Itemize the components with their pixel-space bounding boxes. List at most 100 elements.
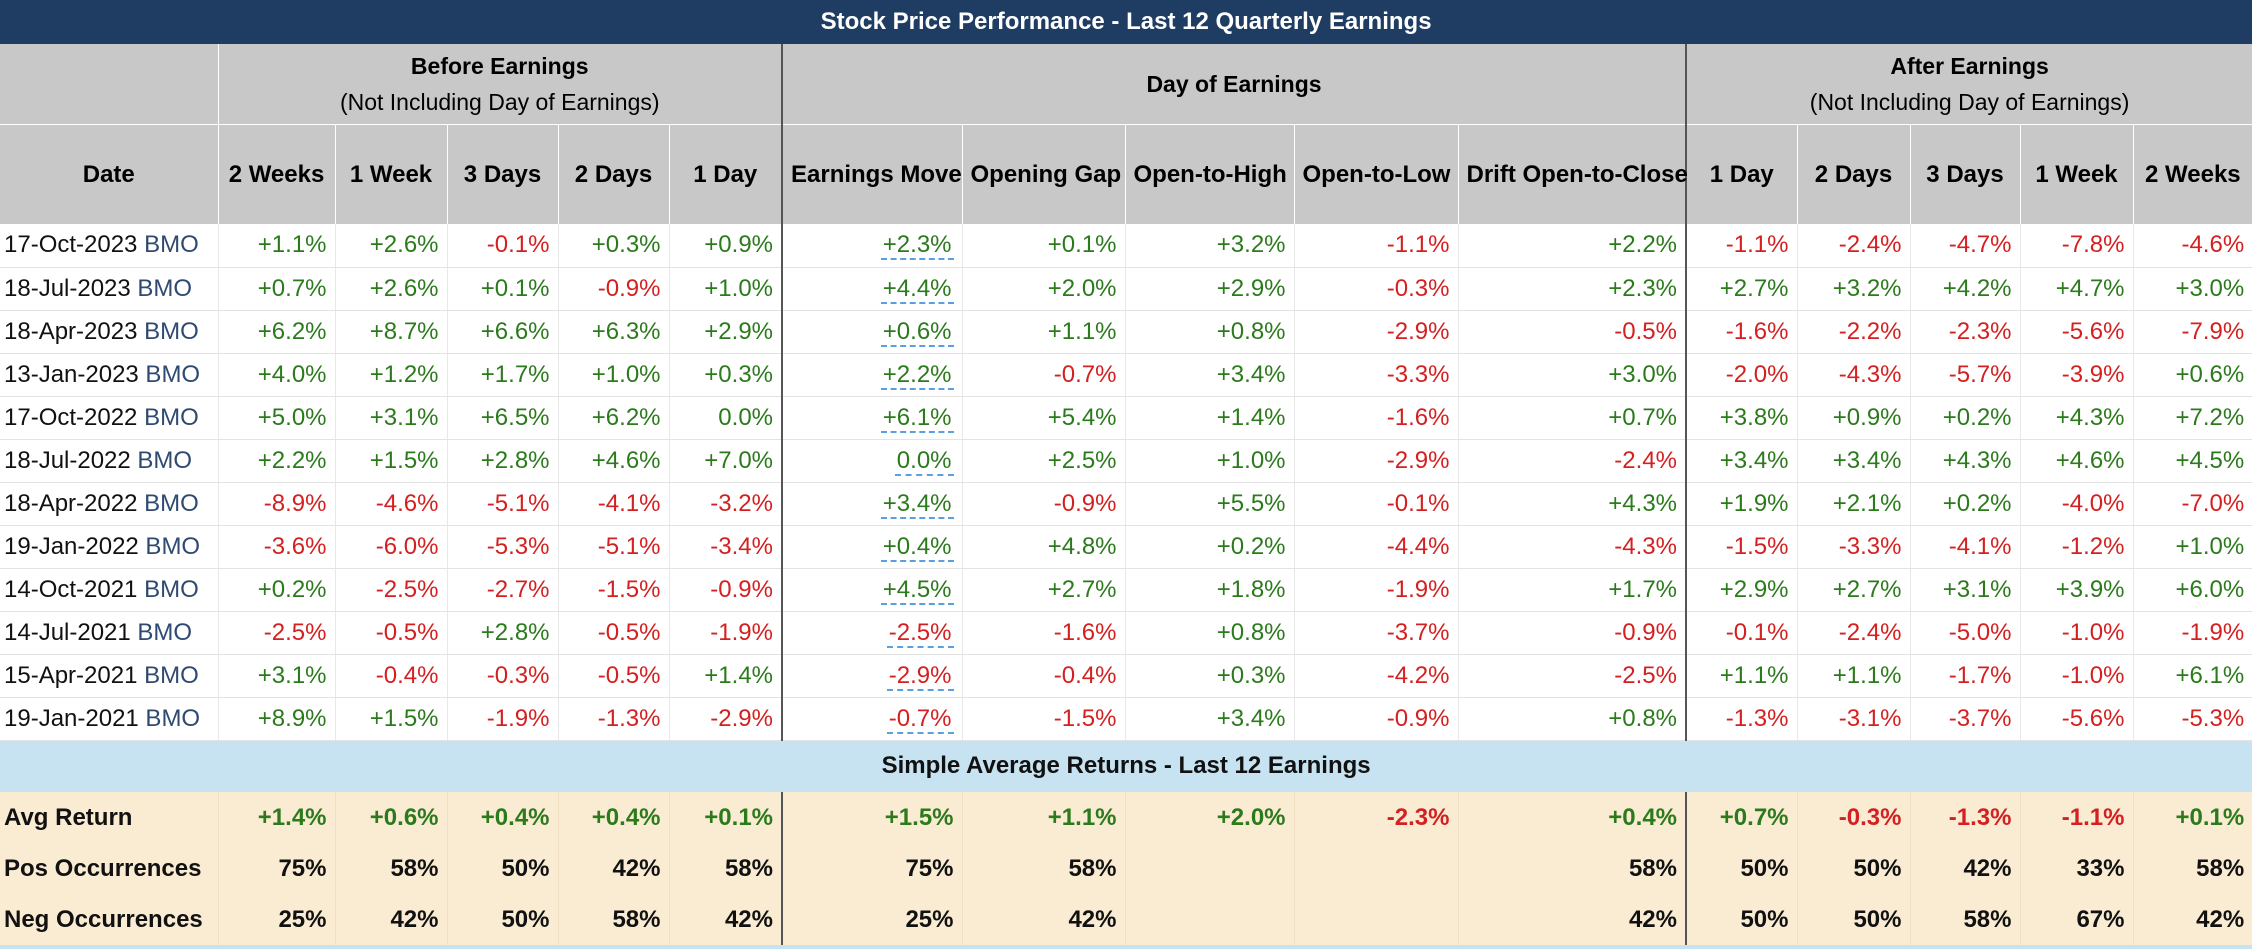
row-date: 14-Jul-2021 BMO [0, 611, 218, 655]
row-date: 18-Apr-2023 BMO [0, 310, 218, 354]
summary-title: Simple Average Returns - Last 12 Earning… [0, 740, 2252, 792]
summary-cell-day-1: 42% [961, 894, 1125, 945]
cell-day-4: -0.5% [1457, 310, 1686, 354]
column-header-date: Date [0, 124, 218, 224]
earnings-move-link[interactable]: -2.5% [781, 611, 962, 655]
cell-before-1: +2.6% [334, 224, 447, 268]
cell-day-1: +1.1% [961, 310, 1125, 354]
column-header-before-1-day: 1 Day [668, 124, 782, 224]
summary-cell-before-3: 58% [557, 894, 669, 945]
summary-cell-before-2: 50% [446, 843, 558, 894]
ticker-label: BMO [138, 360, 201, 388]
cell-before-2: +6.5% [446, 396, 558, 440]
summary-cell-day-1: +1.1% [961, 792, 1125, 843]
row-date: 19-Jan-2022 BMO [0, 525, 218, 569]
earnings-move-link[interactable]: +6.1% [781, 396, 962, 440]
cell-day-2: +0.2% [1124, 525, 1294, 569]
cell-after-4: +3.0% [2132, 267, 2252, 311]
table-row: 17-Oct-2023 BMO +1.1% +2.6% -0.1% +0.3% +0.9%… [0, 224, 2252, 268]
cell-before-4: 0.0% [668, 396, 782, 440]
summary-cell-after-4: 58% [2132, 843, 2252, 894]
summary-cell-after-3: 67% [2019, 894, 2133, 945]
cell-before-1: -2.5% [334, 568, 447, 612]
cell-day-3: -1.6% [1293, 396, 1458, 440]
cell-after-0: +3.8% [1685, 396, 1797, 440]
summary-row: Neg Occurrences 25% 42% 50% 58% 42% 25% 42% 42% 5… [0, 894, 2252, 945]
cell-after-4: +6.0% [2132, 568, 2252, 612]
cell-day-2: +3.4% [1124, 353, 1294, 397]
cell-after-3: -5.6% [2019, 310, 2133, 354]
cell-after-2: +0.2% [1909, 396, 2020, 440]
earnings-move-link[interactable]: 0.0% [781, 439, 962, 483]
column-header-after-2-weeks: 2 Weeks [2132, 124, 2252, 224]
column-header-before-2-days: 2 Days [557, 124, 669, 224]
table-row: 19-Jan-2022 BMO -3.6% -6.0% -5.3% -5.1% -3.4%… [0, 525, 2252, 569]
cell-before-3: +4.6% [557, 439, 669, 483]
cell-day-1: -0.7% [961, 353, 1125, 397]
cell-day-4: +1.7% [1457, 568, 1686, 612]
summary-row: Pos Occurrences 75% 58% 50% 42% 58% 75% 58% 58% 5… [0, 843, 2252, 894]
cell-before-1: +1.2% [334, 353, 447, 397]
row-date: 13-Jan-2023 BMO [0, 353, 218, 397]
cell-day-2: +1.4% [1124, 396, 1294, 440]
earnings-move-link[interactable]: +2.3% [781, 224, 962, 268]
column-header-day-open-to-high: Open-to-High [1124, 124, 1294, 224]
cell-after-2: -5.0% [1909, 611, 2020, 655]
cell-before-4: -0.9% [668, 568, 782, 612]
earnings-move-link[interactable]: +2.2% [781, 353, 962, 397]
bottom-strip [0, 945, 2252, 949]
cell-after-3: +4.6% [2019, 439, 2133, 483]
cell-day-1: +2.5% [961, 439, 1125, 483]
row-date: 18-Apr-2022 BMO [0, 482, 218, 526]
earnings-move-link[interactable]: +0.6% [781, 310, 962, 354]
summary-cell-before-0: 25% [217, 894, 335, 945]
cell-day-3: -0.3% [1293, 267, 1458, 311]
column-header-before-2-weeks: 2 Weeks [217, 124, 335, 224]
cell-after-3: +4.3% [2019, 396, 2133, 440]
cell-before-0: +0.2% [217, 568, 335, 612]
row-date: 14-Oct-2021 BMO [0, 568, 218, 612]
cell-after-0: +1.9% [1685, 482, 1797, 526]
cell-day-2: +2.9% [1124, 267, 1294, 311]
cell-before-3: -4.1% [557, 482, 669, 526]
cell-before-2: +6.6% [446, 310, 558, 354]
cell-after-1: -3.1% [1796, 697, 1910, 741]
cell-day-3: -0.1% [1293, 482, 1458, 526]
cell-before-4: +7.0% [668, 439, 782, 483]
column-header-after-1-day: 1 Day [1685, 124, 1797, 224]
earnings-move-link[interactable]: +3.4% [781, 482, 962, 526]
earnings-move-link[interactable]: -2.9% [781, 654, 962, 698]
cell-before-2: -2.7% [446, 568, 558, 612]
cell-before-3: -5.1% [557, 525, 669, 569]
summary-cell-before-4: 42% [668, 894, 782, 945]
cell-after-2: -4.7% [1909, 224, 2020, 268]
summary-cell-after-3: 33% [2019, 843, 2133, 894]
cell-after-3: -3.9% [2019, 353, 2133, 397]
summary-cell-after-4: 42% [2132, 894, 2252, 945]
cell-before-4: -1.9% [668, 611, 782, 655]
column-header-day-opening-gap: Opening Gap [961, 124, 1125, 224]
cell-day-3: -1.9% [1293, 568, 1458, 612]
cell-before-1: +8.7% [334, 310, 447, 354]
cell-after-2: -4.1% [1909, 525, 2020, 569]
row-date: 19-Jan-2021 BMO [0, 697, 218, 741]
cell-after-3: -1.0% [2019, 654, 2133, 698]
earnings-move-link[interactable]: +4.5% [781, 568, 962, 612]
earnings-move-link[interactable]: -0.7% [781, 697, 962, 741]
cell-before-4: -2.9% [668, 697, 782, 741]
row-date: 17-Oct-2022 BMO [0, 396, 218, 440]
cell-after-3: +3.9% [2019, 568, 2133, 612]
cell-day-1: +5.4% [961, 396, 1125, 440]
row-date: 18-Jul-2022 BMO [0, 439, 218, 483]
cell-day-3: -4.4% [1293, 525, 1458, 569]
cell-before-3: -0.5% [557, 611, 669, 655]
cell-after-0: +2.9% [1685, 568, 1797, 612]
cell-after-2: +0.2% [1909, 482, 2020, 526]
cell-before-0: -8.9% [217, 482, 335, 526]
summary-label: Avg Return [0, 792, 218, 843]
cell-day-2: +3.2% [1124, 224, 1294, 268]
earnings-move-link[interactable]: +0.4% [781, 525, 962, 569]
earnings-move-link[interactable]: +4.4% [781, 267, 962, 311]
cell-before-3: -1.5% [557, 568, 669, 612]
